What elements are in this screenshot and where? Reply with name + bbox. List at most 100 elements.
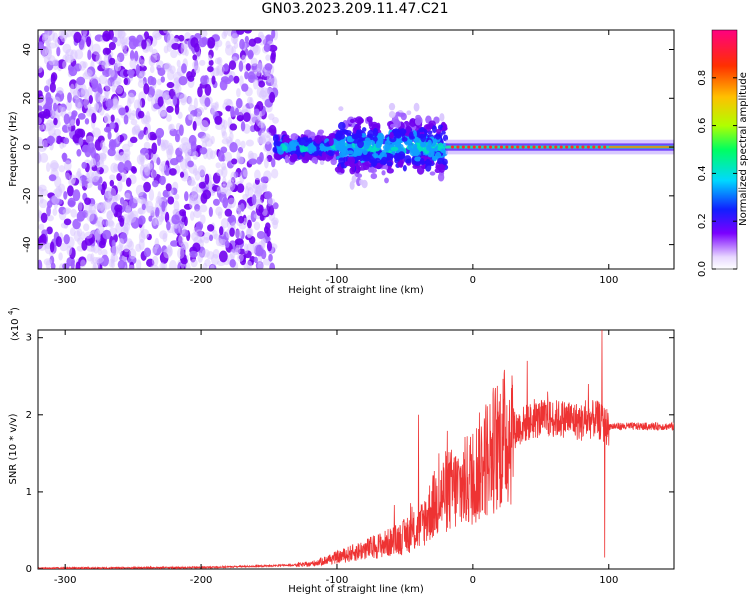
heatmap-cell bbox=[156, 157, 161, 166]
heatmap-cell bbox=[559, 145, 563, 149]
heatmap-cell bbox=[83, 223, 90, 232]
heatmap-cell bbox=[123, 160, 132, 171]
y-tick-label: 0 bbox=[22, 144, 33, 150]
heatmap-cell bbox=[327, 150, 335, 157]
heatmap-cell bbox=[409, 147, 418, 157]
heatmap-cell bbox=[230, 171, 236, 182]
heatmap-cell bbox=[179, 171, 185, 178]
chart-title: GN03.2023.209.11.47.C21 bbox=[261, 1, 449, 17]
heatmap-cell bbox=[436, 128, 442, 134]
heatmap-cell bbox=[483, 145, 487, 149]
heatmap-cell bbox=[183, 216, 188, 227]
heatmap-cell bbox=[155, 207, 160, 218]
heatmap-cell bbox=[187, 179, 197, 187]
snr-panel: -300 -200 -100 0 100 0 1 2 3 Height of straight… bbox=[7, 307, 675, 595]
heatmap-cell bbox=[456, 145, 460, 149]
heatmap-cell bbox=[125, 204, 132, 214]
heatmap-cell bbox=[362, 161, 370, 171]
heatmap-cell bbox=[40, 212, 48, 223]
heatmap-cell bbox=[46, 214, 54, 222]
spectrogram-x-ticks: -300 -200 -100 0 100 bbox=[54, 30, 618, 286]
heatmap-cell bbox=[121, 37, 126, 50]
heatmap-cell bbox=[260, 176, 268, 184]
heatmap-cell bbox=[53, 96, 61, 105]
heatmap-cell bbox=[46, 135, 56, 145]
heatmap-cell bbox=[407, 141, 413, 151]
snr-frame bbox=[37, 329, 675, 570]
heatmap-cell bbox=[250, 57, 258, 67]
heatmap-cell bbox=[137, 207, 144, 215]
heatmap-cell bbox=[39, 152, 49, 163]
heatmap-cell bbox=[112, 96, 119, 107]
heatmap-cell bbox=[69, 227, 76, 237]
heatmap-cell bbox=[230, 106, 235, 118]
heatmap-cell bbox=[384, 144, 390, 152]
heatmap-cell bbox=[258, 136, 264, 146]
heatmap-cell bbox=[192, 168, 198, 176]
heatmap-cell bbox=[94, 229, 101, 241]
heatmap-cell bbox=[235, 30, 245, 35]
heatmap-cell bbox=[526, 145, 531, 149]
heatmap-cell bbox=[494, 145, 498, 149]
heatmap-cell bbox=[188, 114, 194, 121]
heatmap-cell bbox=[304, 152, 310, 162]
heatmap-cell bbox=[199, 147, 208, 155]
heatmap-cell bbox=[210, 105, 216, 116]
heatmap-cell bbox=[77, 201, 83, 211]
heatmap-cell bbox=[420, 133, 427, 143]
heatmap-cell bbox=[169, 123, 175, 131]
heatmap-cell bbox=[386, 161, 393, 167]
heatmap-cell bbox=[207, 54, 212, 62]
heatmap-cell bbox=[151, 142, 158, 155]
heatmap-cell bbox=[419, 157, 425, 164]
heatmap-cell bbox=[125, 177, 132, 187]
heatmap-cell bbox=[242, 169, 248, 178]
heatmap-cell bbox=[81, 174, 86, 187]
heatmap-cell bbox=[227, 216, 235, 223]
heatmap-cell bbox=[261, 249, 267, 260]
heatmap-cell bbox=[440, 148, 446, 154]
heatmap-cell bbox=[197, 165, 206, 177]
heatmap-cell bbox=[129, 58, 137, 69]
heatmap-cell bbox=[202, 189, 212, 200]
heatmap-cell bbox=[67, 197, 76, 208]
heatmap-cell bbox=[58, 165, 66, 173]
heatmap-cell bbox=[154, 53, 161, 61]
heatmap-cell bbox=[319, 160, 325, 166]
heatmap-cell bbox=[136, 259, 142, 269]
x-tick-label: -300 bbox=[54, 275, 77, 286]
heatmap-cell bbox=[82, 30, 88, 36]
heatmap-cell bbox=[313, 151, 319, 157]
heatmap-cell bbox=[432, 125, 437, 134]
heatmap-cell bbox=[123, 244, 130, 253]
heatmap-cell bbox=[219, 183, 229, 195]
heatmap-cell bbox=[264, 63, 273, 71]
heatmap-cell bbox=[180, 158, 188, 171]
heatmap-cell bbox=[131, 125, 141, 135]
heatmap-cell bbox=[86, 36, 92, 47]
heatmap-cell bbox=[115, 132, 121, 144]
heatmap-cell bbox=[150, 133, 158, 141]
heatmap-cell bbox=[119, 217, 125, 227]
heatmap-cell bbox=[597, 145, 601, 149]
heatmap-cell bbox=[291, 153, 298, 162]
heatmap-cell bbox=[103, 126, 112, 133]
heatmap-cell bbox=[195, 229, 203, 237]
heatmap-cell bbox=[488, 145, 493, 149]
colorbar: 0.0 0.2 0.4 0.6 0.8 Normalized spectral ampl… bbox=[697, 29, 749, 277]
heatmap-cell bbox=[249, 152, 258, 159]
heatmap-cell bbox=[360, 133, 367, 138]
colorbar-gradient bbox=[711, 29, 738, 270]
heatmap-cell bbox=[223, 30, 228, 37]
heatmap-cell bbox=[248, 38, 257, 47]
heatmap-cell bbox=[408, 131, 414, 140]
heatmap-cell bbox=[401, 136, 408, 142]
heatmap-cell bbox=[362, 149, 368, 156]
heatmap-cell bbox=[95, 256, 104, 264]
heatmap-cell bbox=[272, 134, 279, 143]
heatmap-cell bbox=[160, 110, 168, 117]
heatmap-cell bbox=[163, 248, 172, 259]
heatmap-cell bbox=[117, 259, 126, 269]
heatmap-cell bbox=[367, 140, 376, 145]
heatmap-cell bbox=[328, 133, 337, 138]
